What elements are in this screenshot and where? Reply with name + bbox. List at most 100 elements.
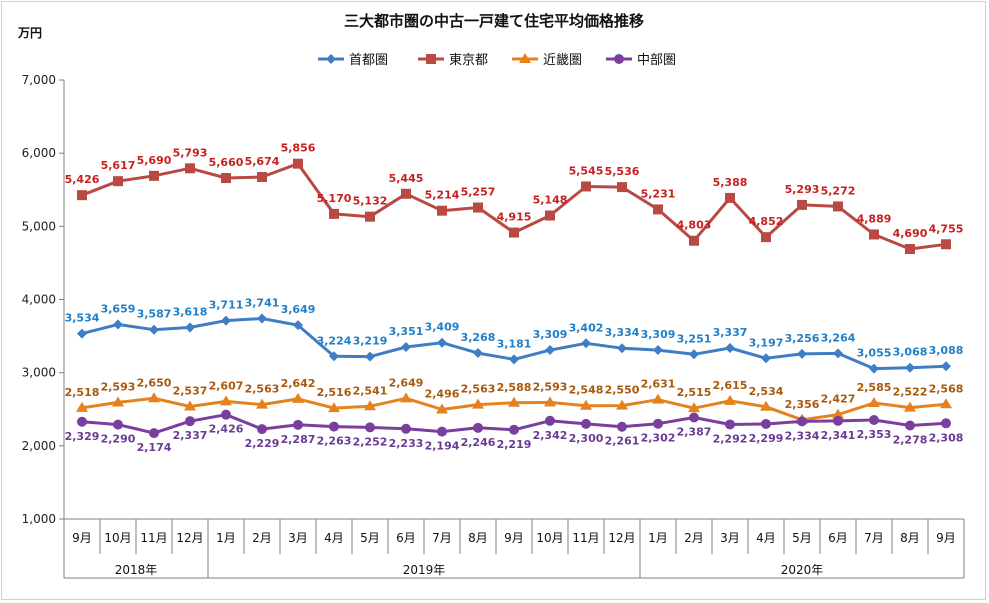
x-tick-label: 1月 [648, 531, 668, 545]
data-point [832, 408, 844, 419]
data-label: 5,545 [569, 164, 604, 177]
data-point [437, 337, 447, 348]
data-label: 2,334 [785, 429, 820, 442]
data-label: 5,660 [209, 156, 244, 169]
data-point [220, 395, 232, 406]
data-point [329, 351, 339, 362]
data-label: 3,219 [353, 335, 388, 348]
data-point [365, 211, 375, 222]
data-point [725, 419, 735, 430]
data-point [545, 415, 555, 426]
data-point [185, 322, 195, 333]
data-point [941, 239, 951, 250]
data-label: 2,194 [425, 440, 460, 453]
data-label: 2,426 [209, 423, 244, 436]
data-point [508, 396, 520, 407]
data-point [833, 415, 843, 426]
data-label: 2,329 [65, 430, 100, 443]
data-point [400, 392, 412, 403]
y-tick-label: 6,000 [22, 146, 56, 160]
x-tick-label: 9月 [72, 531, 92, 545]
data-label: 5,793 [173, 146, 208, 159]
data-label: 3,251 [677, 332, 712, 345]
data-label: 3,409 [425, 321, 460, 334]
data-label: 4,690 [893, 227, 928, 240]
x-tick-label: 10月 [536, 531, 563, 545]
legend-label: 近畿圏 [543, 53, 582, 68]
data-label: 2,537 [173, 385, 208, 398]
data-label: 2,649 [389, 376, 424, 389]
data-point [112, 396, 124, 407]
x-tick-label: 9月 [504, 531, 524, 545]
data-point [436, 403, 448, 414]
y-axis-unit: 万円 [17, 26, 42, 40]
data-label: 2,229 [245, 437, 280, 450]
x-tick-label: 2月 [684, 531, 704, 545]
data-label: 2,387 [677, 426, 712, 439]
data-point [653, 418, 663, 429]
data-point [77, 190, 87, 201]
data-label: 2,353 [857, 428, 892, 441]
data-point [725, 343, 735, 354]
data-label: 2,292 [713, 432, 748, 445]
data-label: 2,522 [893, 386, 928, 399]
data-point [473, 202, 483, 213]
data-point [185, 416, 195, 427]
data-label: 2,607 [209, 379, 244, 392]
data-point [833, 201, 843, 212]
data-label: 2,541 [353, 384, 388, 397]
data-point [509, 354, 519, 365]
year-label: 2019年 [403, 563, 446, 577]
x-tick-label: 7月 [864, 531, 884, 545]
data-label: 2,263 [317, 435, 352, 448]
data-point [149, 428, 159, 439]
data-label: 5,148 [533, 194, 568, 207]
data-point [77, 328, 87, 339]
data-label: 2,219 [497, 438, 532, 451]
data-point [833, 348, 843, 359]
data-point [905, 420, 915, 431]
data-point [652, 393, 664, 404]
data-label: 5,388 [713, 176, 748, 189]
data-label: 5,536 [605, 165, 640, 178]
data-label: 2,518 [65, 386, 100, 399]
data-point [293, 419, 303, 430]
legend-label: 中部圏 [637, 53, 676, 68]
data-label: 4,889 [857, 212, 892, 225]
data-label: 5,674 [245, 155, 280, 168]
data-point [401, 423, 411, 434]
x-tick-label: 7月 [432, 531, 452, 545]
data-label: 5,214 [425, 189, 460, 202]
data-point [653, 345, 663, 356]
data-label: 2,278 [893, 433, 928, 446]
data-label: 5,856 [281, 142, 316, 155]
x-tick-label: 9月 [936, 531, 956, 545]
x-tick-label: 11月 [140, 531, 167, 545]
legend-label: 東京都 [449, 52, 488, 68]
data-label: 5,293 [785, 183, 820, 196]
data-label: 3,068 [893, 346, 928, 359]
data-label: 2,563 [245, 383, 280, 396]
data-point [293, 158, 303, 169]
data-label: 2,290 [101, 433, 136, 446]
data-label: 3,711 [209, 299, 244, 312]
data-point [437, 426, 447, 437]
data-point [905, 244, 915, 255]
data-point [688, 402, 700, 413]
data-point [364, 400, 376, 411]
data-point [689, 349, 699, 360]
data-point [257, 424, 267, 435]
x-tick-label: 11月 [572, 531, 599, 545]
data-label: 2,356 [785, 398, 820, 411]
data-label: 2,650 [137, 376, 172, 389]
data-point [581, 181, 591, 192]
y-axis: 1,000 2,000 3,000 4,000 5,000 6,000 7,000 [22, 73, 65, 526]
data-point [509, 424, 519, 435]
data-label: 2,593 [101, 380, 136, 393]
data-point [221, 409, 231, 420]
data-point [329, 208, 339, 219]
data-point [473, 422, 483, 433]
data-point [689, 412, 699, 423]
data-point [941, 418, 951, 429]
data-label: 2,496 [425, 388, 460, 401]
